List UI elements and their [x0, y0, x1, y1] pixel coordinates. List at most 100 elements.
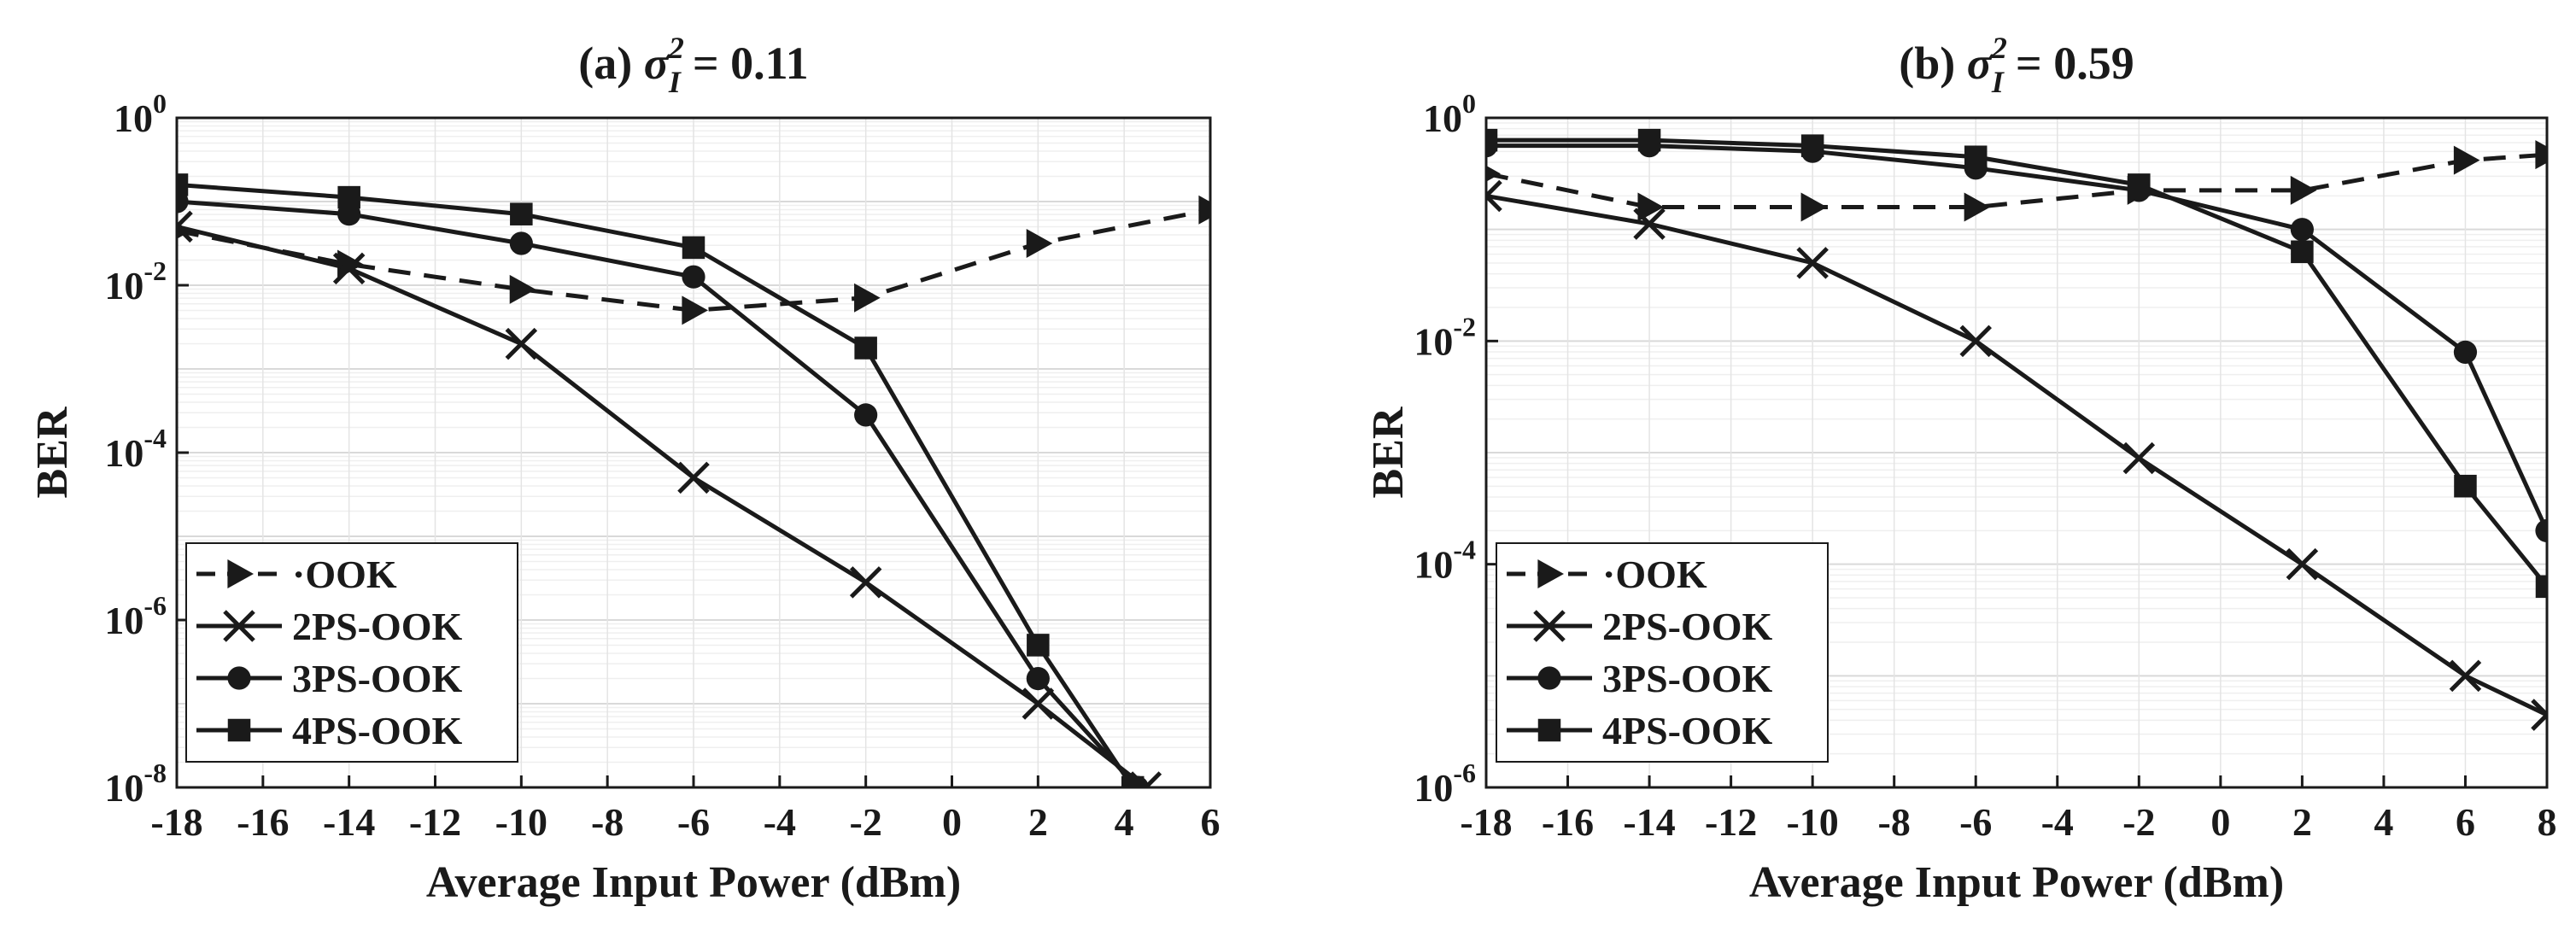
data-point-2ps-ook [1796, 247, 1829, 279]
data-point-ook [1198, 195, 1210, 225]
data-point-3ps-ook [2290, 218, 2314, 242]
chart-title-b: (b) σ2 I = 0.59 [1899, 31, 2134, 99]
legend-marker-3ps-ook [227, 666, 251, 690]
x-axis-label-b: Average Input Power (dBm) [1749, 858, 2284, 907]
legend-label-ook: ·OOK [292, 553, 397, 596]
data-point-ook [1486, 165, 1501, 182]
data-point-ook [854, 283, 881, 313]
data-point-2ps-ook [1633, 208, 1666, 240]
x-tick-label: -8 [591, 800, 624, 844]
legend-label-ook: ·OOK [1602, 553, 1707, 596]
legend-label-3ps-ook: 3PS-OOK [292, 657, 463, 700]
data-point-2ps-ook [677, 461, 710, 494]
data-point-4ps-ook [1637, 128, 1661, 152]
x-tick-label: 4 [1115, 800, 1134, 844]
y-tick-label: 10-2 [1414, 311, 1476, 363]
chart-title-a: (a) σ2 I = 0.11 [578, 31, 808, 99]
data-point-3ps-ook [2453, 340, 2478, 364]
data-point-3ps-ook [1026, 667, 1050, 691]
data-point-2ps-ook [177, 210, 193, 243]
series-4ps-ook [177, 173, 1145, 787]
data-point-2ps-ook [1486, 179, 1502, 213]
x-tick-label: -16 [1542, 800, 1594, 844]
legend-b: ·OOK 2PS-OOK 3PS-OOK 4PS-OOK [1496, 542, 1829, 763]
data-point-2ps-ook [505, 327, 538, 360]
y-tick-label: 10-4 [1414, 535, 1476, 587]
x-tick-label: -10 [1786, 800, 1838, 844]
x-tick-label: -4 [2041, 800, 2074, 844]
series-4ps-ook [1486, 128, 2547, 599]
x-tick-label: -18 [1460, 800, 1512, 844]
data-point-4ps-ook [2291, 240, 2314, 264]
data-point-ook [1026, 229, 1053, 258]
x-tick-label: 2 [2292, 800, 2312, 844]
data-point-2ps-ook [1022, 687, 1055, 720]
legend-label-4ps-ook: 4PS-OOK [1602, 709, 1773, 752]
data-point-4ps-ook [1964, 145, 1988, 168]
data-point-4ps-ook [2535, 575, 2547, 599]
data-point-2ps-ook [2286, 547, 2319, 581]
chart-panel-b: -18 -16 -14 -12 -10 -8 -6 -4 -2 0 2 4 6 8 10-6 10-4 10-2… [1364, 31, 2557, 907]
x-tick-label: 8 [2538, 800, 2557, 844]
x-tick-label: -14 [323, 800, 375, 844]
legend-marker-4ps-ook [227, 718, 251, 742]
y-tick-label: 10-6 [104, 590, 167, 642]
series-line-ook [1486, 152, 2547, 210]
x-tick-label: -8 [1878, 800, 1911, 844]
data-point-4ps-ook [510, 202, 533, 225]
data-point-ook [1637, 192, 1665, 222]
series-line-4ps-ook [1486, 137, 2547, 588]
legend-marker-2ps-ook [1533, 610, 1566, 642]
legend-label-2ps-ook: 2PS-OOK [1602, 605, 1773, 648]
data-point-2ps-ook [849, 566, 882, 599]
data-point-2ps-ook [332, 252, 366, 285]
data-point-3ps-ook [682, 265, 705, 289]
x-tick-label: 2 [1028, 800, 1048, 844]
series-line-2ps-ook [1486, 194, 2547, 717]
series-ook [177, 195, 1210, 325]
series-2ps-ook [177, 210, 1162, 787]
legend-a: ·OOK 2PS-OOK 3PS-OOK 4PS-OOK [185, 542, 518, 763]
data-point-ook [682, 295, 708, 325]
x-tick-label: 6 [1201, 800, 1221, 844]
data-point-4ps-ook [2128, 173, 2151, 196]
series-line-3ps-ook [1486, 143, 2547, 532]
legend-label-3ps-ook: 3PS-OOK [1602, 657, 1773, 700]
data-point-ook [1964, 192, 1991, 222]
data-point-4ps-ook [854, 336, 877, 360]
x-tick-label: -12 [1705, 800, 1757, 844]
data-point-4ps-ook [2454, 474, 2477, 498]
data-point-ook [509, 274, 536, 304]
legend-marker-ook [1537, 559, 1564, 588]
series-layer-a [177, 173, 1210, 787]
data-point-2ps-ook [2122, 442, 2156, 475]
legend-marker-2ps-ook [223, 610, 255, 642]
x-tick-label: -4 [764, 800, 796, 844]
data-point-4ps-ook [1027, 634, 1050, 657]
series-2ps-ook [1486, 179, 2547, 731]
data-point-2ps-ook [1959, 325, 1992, 358]
legend-label-2ps-ook: 2PS-OOK [292, 605, 463, 648]
y-tick-label: 100 [114, 88, 167, 140]
x-axis-label-a: Average Input Power (dBm) [426, 858, 961, 907]
data-point-2ps-ook [2531, 699, 2547, 731]
y-tick-label: 100 [1423, 88, 1476, 140]
x-tick-label: -6 [677, 800, 710, 844]
ticks-b: -18 -16 -14 -12 -10 -8 -6 -4 -2 0 2 4 6 8 10-6 10-4 10-2… [1414, 88, 2556, 844]
chart-panel-a: -18 -16 -14 -12 -10 -8 -6 -4 -2 0 2 4 6 10-8 10-6 10-4 1… [28, 31, 1221, 907]
data-point-2ps-ook [2449, 659, 2482, 693]
y-tick-label: 10-4 [104, 423, 167, 475]
data-point-3ps-ook [854, 403, 878, 427]
ticks-a: -18 -16 -14 -12 -10 -8 -6 -4 -2 0 2 4 6 10-8 10-6 10-4 1… [104, 88, 1220, 844]
legend-marker-4ps-ook [1537, 718, 1561, 742]
data-point-3ps-ook [2535, 518, 2547, 543]
legend-marker-3ps-ook [1537, 666, 1561, 690]
data-point-4ps-ook [1121, 775, 1145, 787]
series-layer-b [1486, 128, 2547, 731]
data-point-ook [2290, 175, 2317, 205]
plot-frame-b [1484, 116, 2549, 789]
legend-marker-ook [227, 559, 254, 588]
x-tick-label: -2 [850, 800, 882, 844]
data-point-ook [1800, 192, 1828, 222]
